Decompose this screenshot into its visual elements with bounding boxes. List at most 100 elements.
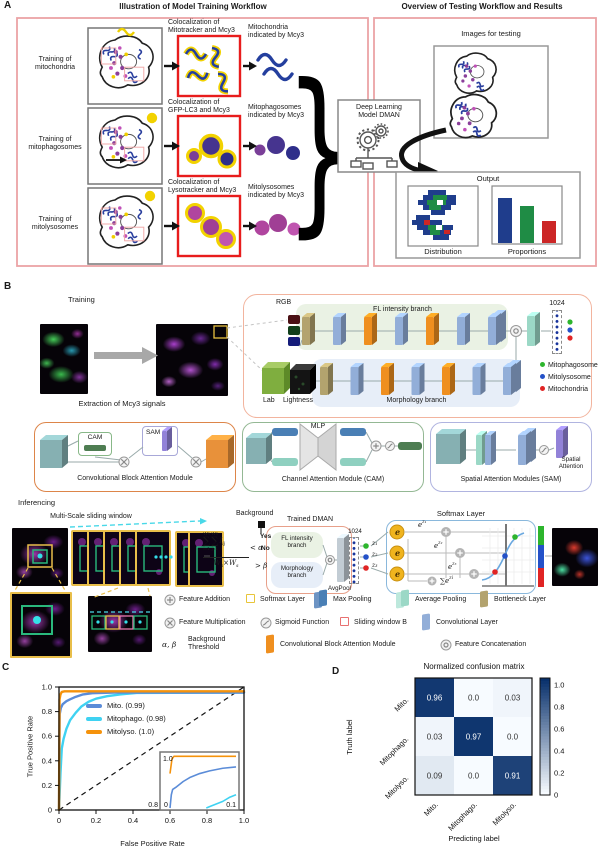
inset-label: 0.1 [226, 802, 236, 809]
multiscale-label: Multi-Scale sliding window [50, 513, 132, 520]
distribution-label: Distribution [424, 247, 462, 256]
network-legend: Feature Addition Softmax Layer Max Pooli… [160, 589, 600, 654]
sliding-frame [71, 530, 107, 586]
heatmap-cell-value: 0.91 [505, 772, 521, 781]
colorbar-strip [540, 777, 550, 781]
sliding-frame-window [143, 545, 163, 572]
y-tick-label: 1.0 [42, 683, 52, 692]
fl-vector-label: 1024 [549, 300, 565, 307]
roc-legend: Mito. (0.99) Mitophago. (0.98) Mitolyso.… [86, 701, 166, 740]
colorbar-strip [540, 716, 550, 720]
col-label: Mitophago. [446, 800, 479, 833]
sliding-frame-window [183, 546, 203, 573]
sliding-frame [135, 530, 171, 586]
dman-label: Deep Learning Model DMAN [356, 104, 402, 120]
heatmap-xlabel: Predicting label [448, 834, 500, 843]
images-for-testing-label: Images for testing [461, 29, 521, 38]
colorbar-tick: 0 [554, 791, 558, 800]
yes-label: Yes [260, 533, 272, 540]
panel-d-letter: D [332, 666, 340, 677]
exp-z1-label: ez₁ [418, 520, 427, 529]
row2-coloc-label: Colocalization of GFP-LC3 and Mcy3 [168, 99, 230, 115]
heatmap-cell [415, 717, 454, 756]
y-tick-label: 0.6 [42, 732, 52, 741]
sliding-frame-window [95, 545, 115, 572]
blue-dot-icon [540, 374, 545, 379]
training-image-mcy3 [156, 316, 238, 396]
roc-inset-curve [169, 755, 236, 774]
row-label: Mito. [393, 696, 411, 714]
sam-title: Spatial Attention Modules (SAM) [460, 476, 562, 483]
colorbar-strip [540, 792, 550, 796]
training-image-raw [40, 316, 98, 394]
colorbar-strip [540, 742, 550, 746]
bottleneck-layer-icon [480, 590, 488, 608]
trained-dman-title: Trained DMAN [286, 516, 334, 523]
avgpool-label: AvgPool [328, 585, 351, 592]
x-tick-label: 0.8 [202, 816, 212, 825]
y-tick-label: 0.2 [42, 781, 52, 790]
colorbar-strip [540, 765, 550, 770]
heatmap-ylabel: Truth label [345, 719, 354, 754]
morphology-branch-label: Morphology branch [386, 397, 447, 404]
panel-a-right-title: Overview of Testing Workflow and Results [401, 2, 563, 11]
distribution-map [412, 190, 456, 240]
row3-training-label: Training of mitolysosomes [31, 216, 79, 232]
training-label: Training [68, 295, 95, 304]
row3-coloc-label: Colocalization of Lysotracker and Mcy3 [168, 179, 237, 195]
mlp-label: MLP [310, 423, 326, 430]
proportions-bars [498, 198, 556, 243]
sliding-frame [87, 530, 123, 586]
colorbar-strip [540, 710, 550, 714]
colorbar-strip [540, 689, 550, 694]
inset-label: 1.0 [163, 756, 173, 763]
green-dot-icon [540, 362, 545, 367]
sam-box [430, 422, 592, 492]
trained-fl-label: FL intensity branch [281, 535, 313, 550]
colorbar-strip [540, 727, 550, 732]
fl-branch-label: FL intensity branch [373, 306, 432, 313]
row2-result-label: Mitophagosomes indicated by Mcy3 [248, 104, 305, 120]
exp-z2-label: ez₂ [434, 541, 443, 550]
colorbar-strip [540, 698, 550, 702]
e-circle-1-label: e [394, 527, 401, 537]
background-label: Background [236, 510, 274, 517]
sliding-frame-window [111, 545, 131, 572]
inset-label: 0 [164, 802, 168, 809]
heatmap-cell-value: 0.97 [466, 733, 482, 742]
z3-label: z₃ [372, 562, 378, 569]
panel-a-graphics: } [16, 17, 597, 267]
colorbar-strip [540, 704, 550, 708]
colorbar-strip [540, 713, 550, 717]
svg-text:}: } [285, 47, 355, 254]
colorbar-strip [540, 701, 550, 705]
colorbar-strip [540, 733, 550, 737]
inset-label: 0.8 [148, 802, 158, 809]
colorbar-strip [540, 754, 550, 758]
row-label: Mitophago. [378, 735, 411, 768]
sliding-frame [103, 530, 139, 586]
x-tick-label: 1.0 [239, 816, 249, 825]
inference-image-zoom [10, 592, 72, 658]
heatmap-cell [493, 717, 532, 756]
panel-a-left-title: Illustration of Model Training Workflow [119, 2, 267, 11]
heatmap-cell-value: 0.09 [427, 772, 443, 781]
cbam-box [34, 422, 236, 492]
heatmap-cell [493, 756, 532, 795]
heatmap-title: Normalized confusion matrix [424, 662, 525, 671]
background-formula: Ws ∑ i=1 Ws ∑ j=1 Iij Ws×Ws < α Yes No > β [203, 531, 272, 570]
roc-inset-curve [206, 794, 237, 809]
convolutional-layer-icon [422, 613, 430, 631]
e-circle-2-label: e [394, 548, 401, 558]
panel-a-letter: A [4, 0, 12, 11]
feature-concatenation-icon [440, 639, 452, 651]
colorbar-strip [540, 695, 550, 699]
row2-training-label: Training of mitophagosomes [28, 136, 82, 152]
heatmap-cell-value: 0.0 [468, 772, 480, 781]
testing-workflow-box [373, 17, 597, 267]
cbam-layer-icon [266, 634, 274, 654]
alpha-condition: < α [250, 544, 263, 552]
feature-addition-icon [164, 594, 176, 606]
colorbar-strip [540, 718, 550, 723]
